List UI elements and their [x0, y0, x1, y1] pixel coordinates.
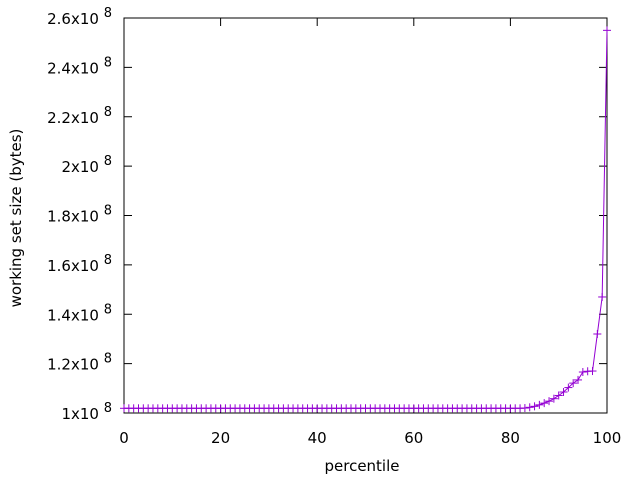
y-tick-exponent: 8	[104, 401, 112, 416]
x-axis-title: percentile	[324, 457, 399, 475]
data-point	[540, 399, 549, 408]
y-tick-exponent: 8	[104, 55, 112, 70]
y-tick-label: 1.4x10 8	[47, 302, 112, 324]
y-tick-exponent: 8	[104, 105, 112, 120]
data-point	[588, 367, 597, 376]
y-tick-label: 1.6x10 8	[47, 253, 112, 275]
x-tick-label: 20	[211, 429, 230, 447]
y-axis-title: working set size (bytes)	[7, 129, 25, 308]
y-tick-mantissa: 1x10	[61, 405, 103, 423]
y-tick-mantissa: 1.8x10	[47, 208, 104, 226]
y-tick-exponent: 8	[104, 6, 112, 21]
y-tick-mantissa: 1.2x10	[47, 356, 104, 374]
data-point	[593, 330, 602, 338]
data-point	[520, 404, 529, 413]
data-point	[535, 400, 544, 409]
x-tick-label: 40	[308, 429, 327, 447]
y-tick-exponent: 8	[104, 253, 112, 268]
data-point	[554, 391, 563, 400]
y-tick-label: 2.4x10 8	[47, 55, 112, 77]
y-tick-exponent: 8	[104, 302, 112, 317]
data-point	[530, 402, 539, 411]
y-tick-label: 2x10 8	[61, 154, 112, 176]
y-tick-mantissa: 2.6x10	[47, 10, 104, 28]
data-point	[574, 375, 583, 384]
y-tick-label: 2.2x10 8	[47, 105, 112, 127]
x-tick-label: 0	[119, 429, 129, 447]
data-point	[525, 403, 534, 412]
y-tick-exponent: 8	[104, 352, 112, 367]
y-tick-label: 1.2x10 8	[47, 352, 112, 374]
series-line	[124, 30, 608, 409]
y-tick-mantissa: 1.6x10	[47, 257, 104, 275]
y-tick-mantissa: 2x10	[61, 158, 103, 176]
plot-frame	[123, 17, 608, 414]
x-tick-label: 80	[501, 429, 520, 447]
y-tick-label: 1x10 8	[61, 401, 112, 423]
y-tick-mantissa: 2.4x10	[47, 59, 104, 77]
data-point	[578, 368, 587, 377]
data-point	[549, 394, 558, 403]
y-tick-label: 1.8x10 8	[47, 204, 112, 226]
data-point	[603, 26, 611, 35]
y-tick-exponent: 8	[104, 204, 112, 219]
data-point	[545, 397, 554, 406]
y-tick-exponent: 8	[104, 154, 112, 169]
y-tick-label: 2.6x10 8	[47, 6, 112, 28]
y-tick-mantissa: 2.2x10	[47, 109, 104, 127]
data-point	[564, 383, 573, 392]
x-tick-label: 60	[404, 429, 423, 447]
data-point	[559, 388, 568, 397]
x-tick-label: 100	[593, 429, 622, 447]
data-point	[569, 379, 578, 388]
y-tick-mantissa: 1.4x10	[47, 306, 104, 324]
data-point	[598, 292, 607, 301]
